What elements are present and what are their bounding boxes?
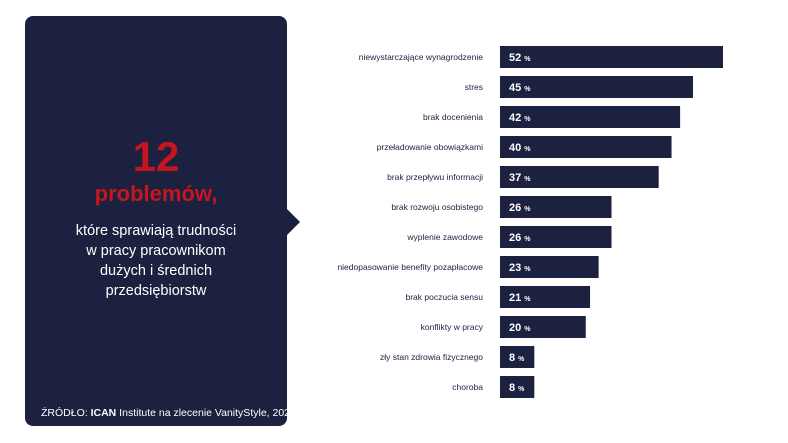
percent-sign: %: [524, 326, 531, 333]
source-prefix: ŹRÓDŁO:: [41, 407, 91, 419]
percent-sign: %: [518, 386, 525, 393]
description-line: dużych i średnich: [99, 263, 213, 279]
percent-sign: %: [524, 146, 531, 153]
category-label: niewystarczające wynagrodzenie: [359, 52, 484, 62]
problems-count: 12: [132, 133, 180, 180]
percent-sign: %: [524, 236, 531, 243]
percent-sign: %: [524, 56, 531, 63]
bar: [500, 226, 612, 248]
bar: [500, 46, 723, 68]
description-line: w pracy pracownikom: [86, 243, 226, 259]
percent-sign: %: [524, 266, 531, 273]
bar: [500, 76, 693, 98]
percent-sign: %: [518, 356, 525, 363]
bar: [500, 106, 681, 128]
description-line: przedsiębiorstw: [105, 283, 207, 299]
category-label: stres: [465, 82, 483, 92]
category-label: brak poczucia sensu: [406, 292, 484, 302]
category-label: brak rozwoju osobistego: [391, 202, 483, 212]
bar: [500, 196, 612, 218]
category-label: zły stan zdrowia fizycznego: [380, 352, 483, 362]
category-label: brak docenienia: [423, 112, 483, 122]
bar: [500, 286, 591, 308]
category-label: przeładowanie obowiązkami: [377, 142, 483, 152]
bar: [500, 376, 535, 398]
bar: [500, 346, 535, 368]
percent-sign: %: [524, 86, 531, 93]
category-label: brak przepływu informacji: [387, 172, 483, 182]
bar: [500, 166, 659, 188]
panel-pointer: [286, 208, 300, 236]
category-label: choroba: [452, 382, 483, 392]
percent-sign: %: [524, 116, 531, 123]
bar: [500, 136, 672, 158]
bar: [500, 316, 586, 338]
percent-sign: %: [524, 296, 531, 303]
percent-sign: %: [524, 206, 531, 213]
bar: [500, 256, 599, 278]
description-line: które sprawiają trudności: [75, 223, 237, 239]
category-label: konflikty w pracy: [421, 322, 484, 332]
source-org: ICAN: [90, 407, 117, 419]
category-label: wyplenie zawodowe: [406, 232, 483, 242]
source-rest: Institute na zlecenie VanityStyle, 2023 …: [116, 407, 305, 419]
percent-sign: %: [524, 176, 531, 183]
problems-word: problemów,: [94, 181, 218, 206]
category-label: niedopasowanie benefity pozapłacowe: [337, 262, 483, 272]
source-note: ŹRÓDŁO: ICAN Institute na zlecenie Vanit…: [41, 406, 305, 420]
info-panel: 12 problemów, które sprawiają trudności …: [25, 16, 305, 426]
panel-description: które sprawiają trudności w pracy pracow…: [45, 221, 267, 301]
